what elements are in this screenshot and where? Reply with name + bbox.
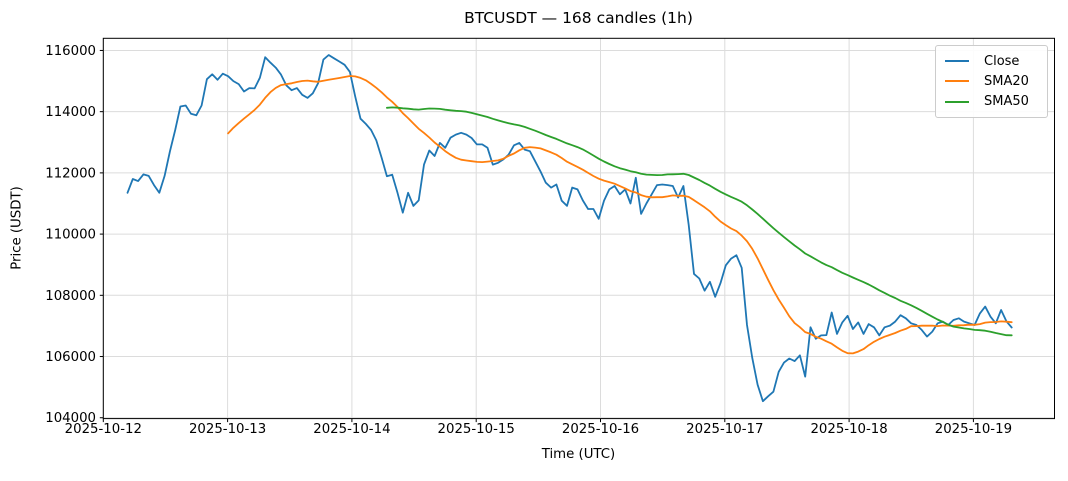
legend: Close SMA20 SMA50 (935, 45, 1048, 118)
y-tick-label: 114000 (45, 105, 96, 120)
legend-item-sma20: SMA20 (945, 71, 1041, 91)
legend-swatch-close (945, 60, 969, 63)
y-axis-label: Price (USDT) (9, 186, 25, 270)
x-tick-label: 2025-10-19 (935, 422, 1012, 437)
y-tick-label: 116000 (45, 44, 96, 59)
legend-item-sma50: SMA50 (945, 92, 1041, 112)
x-tick-label: 2025-10-15 (438, 422, 515, 437)
y-tick-label: 108000 (45, 289, 96, 304)
chart-title: BTCUSDT — 168 candles (1h) (464, 9, 693, 27)
sma20-line (227, 75, 1013, 355)
x-tick-label: 2025-10-17 (686, 422, 763, 437)
x-axis-label: Time (UTC) (541, 447, 616, 462)
y-tick-label: 110000 (45, 228, 96, 243)
x-tick-label: 2025-10-12 (65, 422, 142, 437)
y-tick-label: 112000 (45, 166, 96, 181)
legend-label: SMA50 (984, 94, 1029, 110)
y-tick-label: 106000 (45, 350, 96, 365)
axes-box (102, 37, 1056, 420)
y-tick-label: 104000 (45, 411, 96, 426)
x-tick-label: 2025-10-18 (810, 422, 887, 437)
sma50-line (385, 106, 1013, 337)
legend-label: Close (984, 53, 1020, 69)
x-tick-label: 2025-10-14 (313, 422, 390, 437)
x-tick-label: 2025-10-16 (562, 422, 639, 437)
close-line (126, 54, 1013, 403)
x-tick-label: 2025-10-13 (189, 422, 266, 437)
legend-swatch-sma50 (945, 100, 969, 103)
legend-label: SMA20 (984, 73, 1029, 89)
legend-swatch-sma20 (945, 80, 969, 83)
legend-item-close: Close (945, 51, 1041, 71)
